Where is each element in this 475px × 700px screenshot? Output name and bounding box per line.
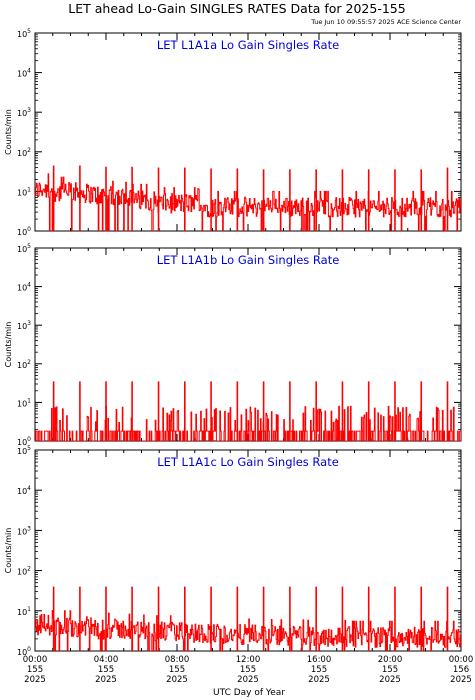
x-tick-label: 04:00 [94,655,119,665]
y-tick-exponent: 2 [27,566,31,573]
y-tick-exponent: 1 [27,397,31,404]
x-tick-label: 155 [240,665,256,675]
y-tick-label: 104 [17,282,31,293]
x-tick-label: 16:00 [307,655,332,665]
timestamp: Tue Jun 10 09:55:57 2025 ACE Science Cen… [310,18,461,26]
y-tick-base: 10 [17,109,27,118]
y-tick-base: 10 [17,284,27,293]
x-tick-label: 2025 [95,675,117,685]
figure-title: LET ahead Lo-Gain SINGLES RATES Data for… [68,1,405,16]
x-tick-label: 155 [27,665,43,675]
y-tick-exponent: 4 [27,485,31,492]
y-tick-exponent: 0 [27,226,31,233]
x-tick-label: 08:00 [165,655,190,665]
y-tick-exponent: 1 [27,186,31,193]
y-tick-label: 101 [17,397,31,408]
y-tick-base: 10 [17,447,27,456]
y-tick-label: 104 [17,485,31,496]
x-tick-label: 155 [98,665,114,675]
y-tick-label: 100 [17,436,31,447]
y-tick-base: 10 [17,228,27,237]
y-tick-label: 103 [17,107,31,118]
y-axis-label: Counts/min [4,109,13,155]
y-tick-label: 102 [17,359,31,370]
y-tick-exponent: 4 [27,282,31,289]
y-tick-base: 10 [17,30,27,39]
x-tick-label: 2025 [308,675,330,685]
y-tick-base: 10 [17,399,27,408]
x-tick-label: 12:00 [236,655,261,665]
y-axis-label: Counts/min [4,322,13,368]
y-tick-base: 10 [17,149,27,158]
panel-title: LET L1A1a Lo Gain Singles Rate [157,38,339,52]
y-tick-base: 10 [17,188,27,197]
x-tick-label: 2025 [450,675,472,685]
y-tick-label: 103 [17,320,31,331]
x-tick-label: 2025 [24,675,46,685]
x-tick-label: 00:00 [23,655,48,665]
y-tick-exponent: 3 [27,320,31,327]
y-tick-base: 10 [17,361,27,370]
y-tick-base: 10 [17,608,27,617]
y-tick-base: 10 [17,245,27,254]
plot-frame [34,247,462,442]
x-tick-label: 155 [382,665,398,675]
x-tick-label: 2025 [379,675,401,685]
y-tick-exponent: 1 [27,606,31,613]
y-tick-label: 105 [17,445,31,456]
y-tick-label: 100 [17,226,31,237]
x-tick-label: 155 [169,665,185,675]
y-tick-base: 10 [17,487,27,496]
panel-title: LET L1A1b Lo Gain Singles Rate [157,253,340,267]
y-tick-label: 102 [17,566,31,577]
plot-frame [34,449,462,652]
y-tick-label: 105 [17,28,31,39]
y-tick-label: 102 [17,147,31,158]
y-tick-exponent: 5 [27,445,31,452]
x-tick-label: 2025 [166,675,188,685]
panel-title: LET L1A1c Lo Gain Singles Rate [157,455,339,469]
y-tick-exponent: 2 [27,359,31,366]
y-tick-exponent: 5 [27,243,31,250]
y-tick-base: 10 [17,527,27,536]
y-axis-label: Counts/min [4,528,13,574]
x-axis-label: UTC Day of Year [213,688,285,698]
y-tick-base: 10 [17,568,27,577]
y-tick-label: 104 [17,68,31,79]
x-tick-label: 20:00 [378,655,403,665]
x-tick-label: 156 [453,665,469,675]
y-tick-base: 10 [17,648,27,657]
y-tick-exponent: 4 [27,68,31,75]
y-tick-exponent: 2 [27,147,31,154]
x-tick-label: 155 [311,665,327,675]
y-tick-label: 101 [17,186,31,197]
x-tick-label: 00:00 [449,655,474,665]
y-tick-exponent: 5 [27,28,31,35]
y-tick-label: 105 [17,243,31,254]
y-tick-exponent: 3 [27,107,31,114]
y-tick-exponent: 0 [27,436,31,443]
y-tick-exponent: 0 [27,646,31,653]
y-tick-base: 10 [17,438,27,447]
rate-trace [35,173,461,231]
y-tick-base: 10 [17,70,27,79]
y-tick-label: 103 [17,525,31,536]
y-tick-label: 100 [17,646,31,657]
y-tick-base: 10 [17,322,27,331]
x-tick-label: 2025 [237,675,259,685]
y-tick-exponent: 3 [27,525,31,532]
rate-trace [35,405,461,441]
y-tick-label: 101 [17,606,31,617]
